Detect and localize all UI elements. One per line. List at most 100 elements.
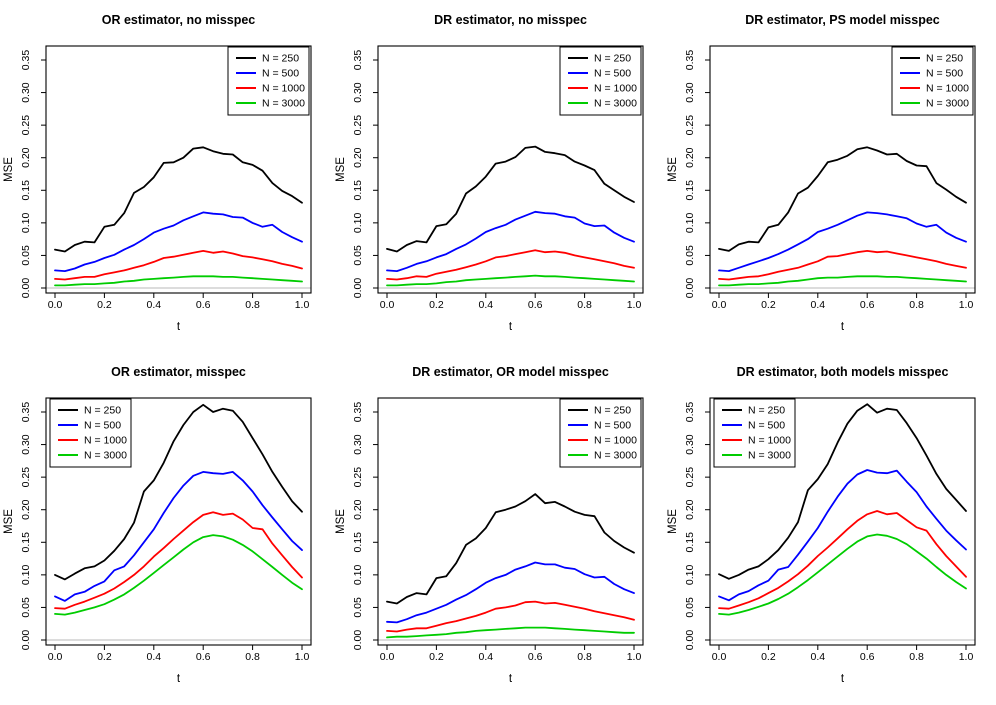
y-tick-label: 0.00	[684, 278, 696, 299]
x-tick-label: 0.8	[909, 299, 924, 311]
x-tick-label: 0.2	[97, 299, 112, 311]
chart-title: DR estimator, both models misspec	[736, 365, 949, 379]
x-axis-label: t	[177, 321, 181, 333]
legend-label: N = 250	[748, 405, 785, 417]
x-tick-label: 0.6	[860, 299, 875, 311]
chart-canvas: 0.0 0.2 0.4 0.6 0.8 1.0 0.00 0.05 0.10 0.15 0.20 0.…	[667, 45, 976, 333]
x-tick-label: 0.8	[245, 299, 260, 311]
series-line-1000	[718, 510, 967, 610]
plot-frame	[45, 397, 312, 646]
y-axis-label: MSE	[3, 157, 15, 182]
series-line-1000	[718, 249, 967, 281]
y-tick-label: 0.35	[684, 50, 696, 71]
y-tick-label: 0.00	[20, 630, 32, 651]
chart-canvas: 0.0 0.2 0.4 0.6 0.8 1.0 0.00 0.05 0.10 0.15 0.20 0.…	[335, 45, 644, 333]
x-tick-label: 0.6	[860, 651, 875, 663]
legend-label: N = 500	[748, 420, 785, 432]
y-tick-label: 0.25	[20, 115, 32, 136]
chart-canvas: 0.0 0.2 0.4 0.6 0.8 1.0 0.00 0.05 0.10 0.15 0.20 0.…	[667, 397, 976, 685]
y-tick-label: 0.20	[684, 499, 696, 520]
x-tick-label: 0.4	[810, 651, 825, 663]
x-tick-label: 0.6	[196, 299, 211, 311]
y-tick-label: 0.15	[352, 532, 364, 553]
y-tick-label: 0.30	[20, 82, 32, 103]
x-tick-label: 1.0	[295, 299, 310, 311]
x-tick-label: 0.2	[97, 651, 112, 663]
x-tick-label: 0.8	[577, 651, 592, 663]
x-tick-label: 0.8	[245, 651, 260, 663]
y-tick-label: 0.20	[352, 499, 364, 520]
y-tick-label: 0.30	[352, 82, 364, 103]
x-axis-label: t	[841, 673, 845, 685]
series-line-3000	[386, 274, 635, 287]
legend-label: N = 500	[926, 68, 963, 80]
x-tick-label: 0.0	[48, 651, 63, 663]
y-tick-label: 0.25	[684, 115, 696, 136]
plot-frame	[377, 45, 644, 294]
series-line-1000	[54, 249, 303, 281]
series-line-500	[386, 561, 635, 624]
y-tick-label: 0.30	[684, 82, 696, 103]
y-tick-label: 0.20	[684, 147, 696, 168]
series-line-500	[54, 471, 303, 602]
x-tick-label: 0.0	[712, 299, 727, 311]
series-line-3000	[386, 626, 635, 639]
legend-label: N = 3000	[594, 450, 637, 462]
chart-title: DR estimator, OR model misspec	[412, 365, 609, 379]
subplot-or-no-misspec: OR estimator, no misspec 0.0 0.2 0.4 0.6 0.8…	[0, 0, 332, 352]
y-tick-label: 0.25	[352, 115, 364, 136]
series-line-250	[386, 145, 635, 253]
y-tick-label: 0.00	[352, 630, 364, 651]
legend-label: N = 3000	[926, 98, 969, 110]
series-line-250	[54, 403, 303, 581]
x-tick-label: 0.4	[146, 299, 161, 311]
chart-title: DR estimator, PS model misspec	[745, 13, 940, 27]
series-line-500	[54, 211, 303, 273]
legend-label: N = 250	[594, 53, 631, 65]
x-tick-label: 1.0	[959, 299, 974, 311]
series-line-3000	[718, 275, 967, 287]
legend-label: N = 1000	[84, 435, 127, 447]
y-axis-label: MSE	[3, 509, 15, 534]
y-tick-label: 0.30	[20, 434, 32, 455]
y-tick-label: 0.05	[20, 245, 32, 266]
y-tick-label: 0.10	[684, 212, 696, 233]
y-tick-label: 0.15	[20, 532, 32, 553]
series-line-1000	[386, 249, 635, 281]
y-tick-label: 0.15	[684, 180, 696, 201]
series-line-3000	[54, 275, 303, 287]
y-tick-label: 0.05	[352, 597, 364, 618]
x-axis-label: t	[509, 321, 513, 333]
plot-frame	[377, 397, 644, 646]
x-tick-label: 0.2	[429, 651, 444, 663]
chart-title: OR estimator, no misspec	[101, 13, 256, 27]
plot-frame	[709, 45, 976, 294]
y-tick-label: 0.35	[352, 402, 364, 423]
y-tick-label: 0.05	[352, 245, 364, 266]
subplot-or-misspec: OR estimator, misspec 0.0 0.2 0.4 0.6 0.8 1.0…	[0, 352, 332, 705]
x-axis-label: t	[841, 321, 845, 333]
y-tick-label: 0.20	[20, 499, 32, 520]
x-tick-label: 0.4	[478, 299, 493, 311]
series-line-250	[54, 146, 303, 253]
y-tick-label: 0.05	[20, 597, 32, 618]
y-tick-label: 0.10	[352, 564, 364, 585]
legend-label: N = 1000	[594, 435, 637, 447]
y-tick-label: 0.20	[352, 147, 364, 168]
y-tick-label: 0.05	[684, 245, 696, 266]
series-line-3000	[54, 534, 303, 616]
y-tick-label: 0.35	[352, 50, 364, 71]
legend-label: N = 250	[84, 405, 121, 417]
x-tick-label: 0.8	[577, 299, 592, 311]
legend-label: N = 1000	[926, 83, 969, 95]
x-tick-label: 1.0	[295, 651, 310, 663]
x-tick-label: 1.0	[627, 651, 642, 663]
x-tick-label: 0.0	[48, 299, 63, 311]
legend-label: N = 3000	[84, 450, 127, 462]
y-tick-label: 0.00	[20, 278, 32, 299]
series-line-250	[718, 146, 967, 252]
subplot-dr-no-misspec: DR estimator, no misspec 0.0 0.2 0.4 0.6 0.8…	[332, 0, 664, 352]
subplot-dr-or-model-misspec: DR estimator, OR model misspec 0.0 0.2 0.4…	[332, 352, 664, 705]
y-tick-label: 0.00	[684, 630, 696, 651]
series-line-1000	[386, 600, 635, 633]
